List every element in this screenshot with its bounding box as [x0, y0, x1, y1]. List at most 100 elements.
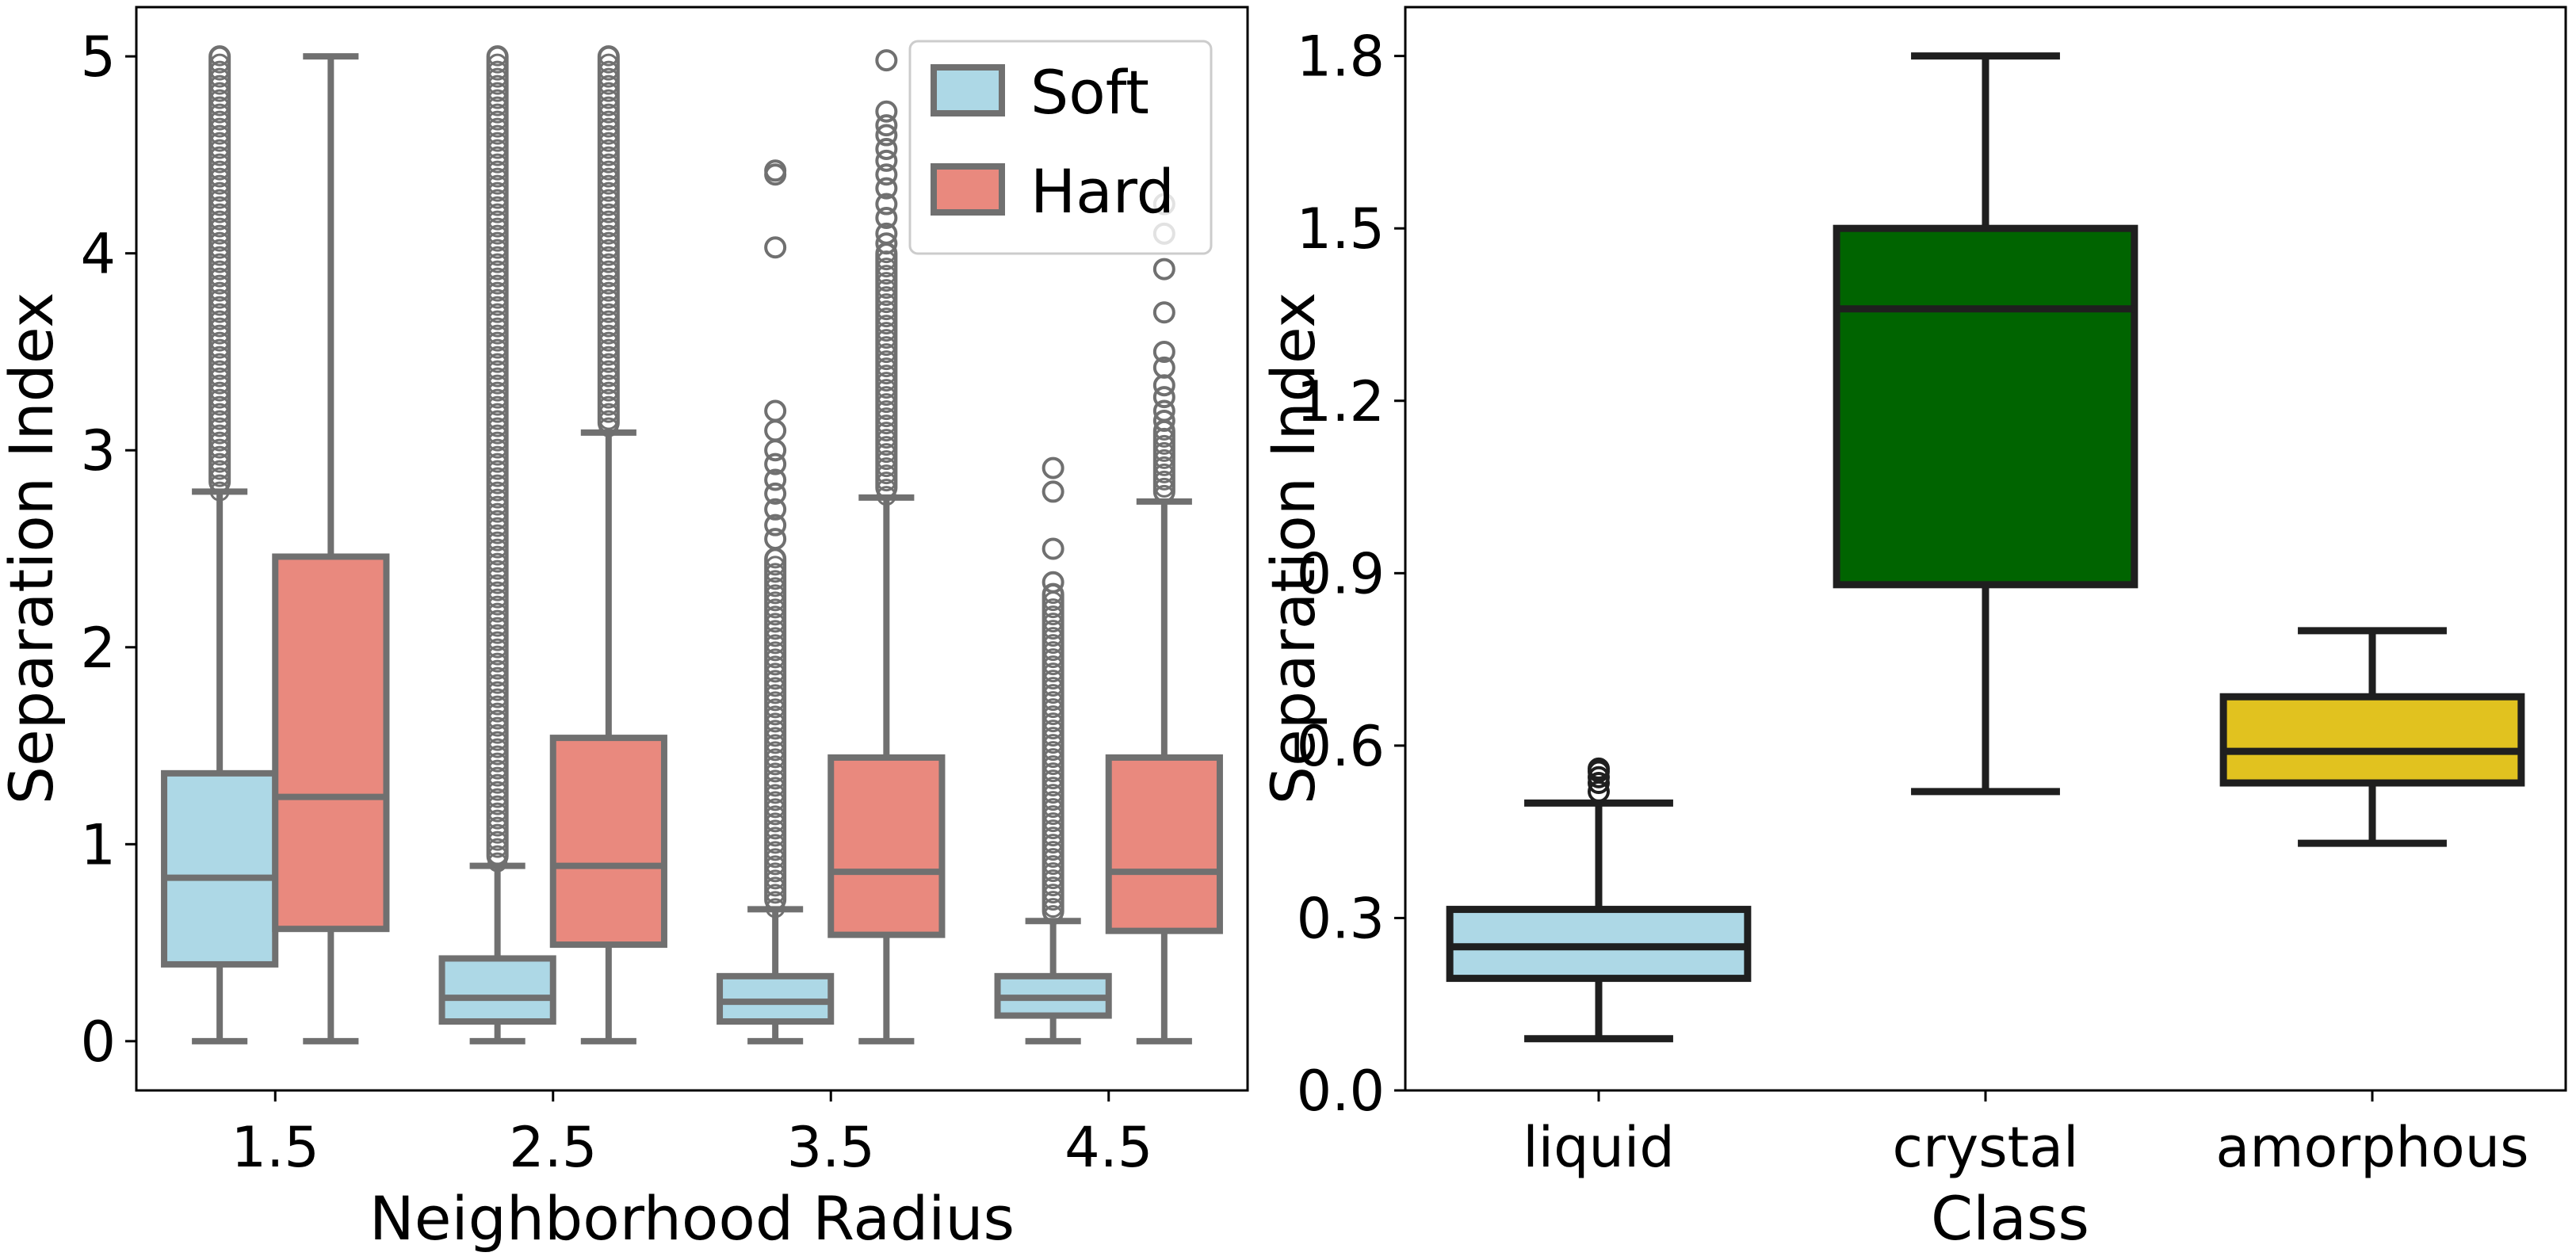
soft-1.5-outlier — [209, 160, 230, 181]
soft-1.5-box — [161, 769, 279, 968]
soft-1.5-outlier — [209, 181, 230, 202]
soft-3.5-outlier — [765, 734, 785, 754]
soft-1.5-outlier — [209, 89, 230, 109]
right-x-tick-label: crystal — [1893, 1115, 2079, 1180]
left-y-tick-label: 1 — [80, 812, 116, 877]
hard-3.5-outlier — [876, 258, 896, 278]
soft-2.5-outlier — [487, 445, 508, 466]
soft-2.5-outlier — [487, 460, 508, 480]
soft-4.5-outlier — [1043, 698, 1064, 719]
right-x-tick-label: liquid — [1523, 1115, 1675, 1180]
box-liquid — [1446, 757, 1752, 1043]
soft-2.5-outlier — [487, 189, 508, 209]
soft-2.5-outlier — [487, 388, 508, 409]
hard-4.5-outlier — [1154, 449, 1175, 469]
soft-2.5-outlier — [487, 60, 508, 81]
soft-2.5-outlier — [487, 239, 508, 259]
soft-2.5-outlier — [487, 788, 508, 808]
soft-4.5-outlier — [1041, 571, 1064, 594]
hard-2.5-outlier — [598, 203, 619, 223]
soft-4.5-outlier — [1043, 741, 1064, 762]
soft-2.5-outlier — [487, 253, 508, 273]
soft-1.5-outlier — [209, 231, 230, 252]
soft-2.5-outlier — [487, 452, 508, 473]
soft-3.5-outlier — [765, 712, 785, 733]
series-hard — [272, 45, 1223, 1044]
left-x-axis-title: Neighborhood Radius — [369, 1183, 1015, 1254]
soft-1.5-outlier — [209, 203, 230, 223]
hard-2.5-outlier — [598, 103, 619, 124]
soft-1.5-outlier — [209, 239, 230, 259]
soft-2.5-outlier — [487, 481, 508, 502]
soft-4.5-outlier — [1043, 869, 1064, 890]
soft-2.5-outlier — [487, 752, 508, 773]
soft-2.5-outlier — [487, 795, 508, 815]
crystal-box — [1833, 224, 2138, 589]
soft-1.5-outlier — [209, 260, 230, 281]
hard-4.5-outlier — [1152, 258, 1175, 281]
soft-1.5-outlier — [209, 431, 230, 452]
soft-4.5-outlier — [1043, 884, 1064, 904]
soft-2.5-outlier — [487, 267, 508, 288]
hard-3.5-outlier — [876, 372, 896, 392]
soft-4.5-outlier — [1043, 748, 1064, 769]
soft-2.5-outlier — [487, 338, 508, 359]
soft-2.5-outlier — [487, 417, 508, 437]
hard-2.5-outlier — [598, 338, 619, 359]
soft-1.5-outlier — [209, 474, 230, 494]
box-crystal — [1833, 52, 2138, 796]
soft-2.5-box — [438, 955, 556, 1025]
hard-3.5-outlier — [875, 232, 898, 255]
soft-1.5-outlier — [209, 196, 230, 216]
hard-2.5-outlier — [598, 110, 619, 131]
soft-1.5-outlier — [209, 110, 230, 131]
soft-1.5-outlier — [209, 82, 230, 102]
soft-2.5-outlier — [487, 638, 508, 659]
soft-2.5-outlier — [487, 167, 508, 188]
soft-1.5-outlier — [209, 331, 230, 352]
hard-3.5-outlier — [875, 114, 898, 137]
soft-4.5-outlier — [1041, 456, 1064, 479]
legend-swatch-soft — [931, 64, 1005, 116]
hard-2.5-outlier — [598, 217, 619, 238]
soft-3.5-outlier — [765, 819, 785, 840]
soft-3.5-outlier — [765, 591, 785, 612]
soft-4.5-outlier — [1043, 819, 1064, 840]
soft-1.5-outlier — [209, 103, 230, 124]
soft-2.5-outlier — [487, 110, 508, 131]
soft-2.5-outlier — [487, 117, 508, 138]
soft-3.5-outlier — [765, 684, 785, 704]
soft-2.5-outlier — [487, 139, 508, 159]
hard-2.5-outlier — [598, 74, 619, 95]
soft-2.5-outlier — [487, 545, 508, 566]
legend-swatch-hard — [931, 163, 1005, 216]
hard-3.5-outlier — [875, 149, 898, 172]
soft-2.5-outlier — [487, 724, 508, 744]
soft-2.5-outlier — [487, 766, 508, 787]
hard-1.5-box — [272, 553, 390, 933]
right-chart-marks — [1446, 52, 2525, 1043]
soft-3.5-outlier — [764, 452, 787, 475]
hard-3.5-outlier — [876, 286, 896, 307]
left-y-tick-label: 4 — [80, 222, 116, 287]
hard-3.5-outlier — [876, 386, 896, 407]
soft-4.5-outlier — [1043, 613, 1064, 633]
soft-2.5-outlier — [487, 624, 508, 644]
soft-2.5-outlier — [487, 67, 508, 88]
hard-4.5-outlier — [1154, 463, 1175, 483]
soft-2.5-outlier — [487, 310, 508, 330]
soft-4.5-outlier — [1043, 627, 1064, 647]
soft-1.5-outlier — [209, 139, 230, 159]
hard-2.5-outlier — [598, 260, 619, 281]
hard-3.5-outlier — [876, 322, 896, 342]
soft-1.5-outlier — [209, 403, 230, 423]
soft-3.5-outlier — [765, 798, 785, 819]
soft-2.5-outlier — [487, 531, 508, 552]
hard-3.5-box — [827, 754, 946, 938]
right-y-axis-ticks: 0.0 0.3 0.6 0.9 1.2 1.5 1.8 — [1297, 25, 1405, 1124]
hard-3.5-outlier — [876, 436, 896, 456]
soft-2.5-outlier — [487, 403, 508, 423]
soft-4.5-outlier — [1043, 777, 1064, 797]
right-x-axis-title: Class — [1931, 1183, 2089, 1254]
